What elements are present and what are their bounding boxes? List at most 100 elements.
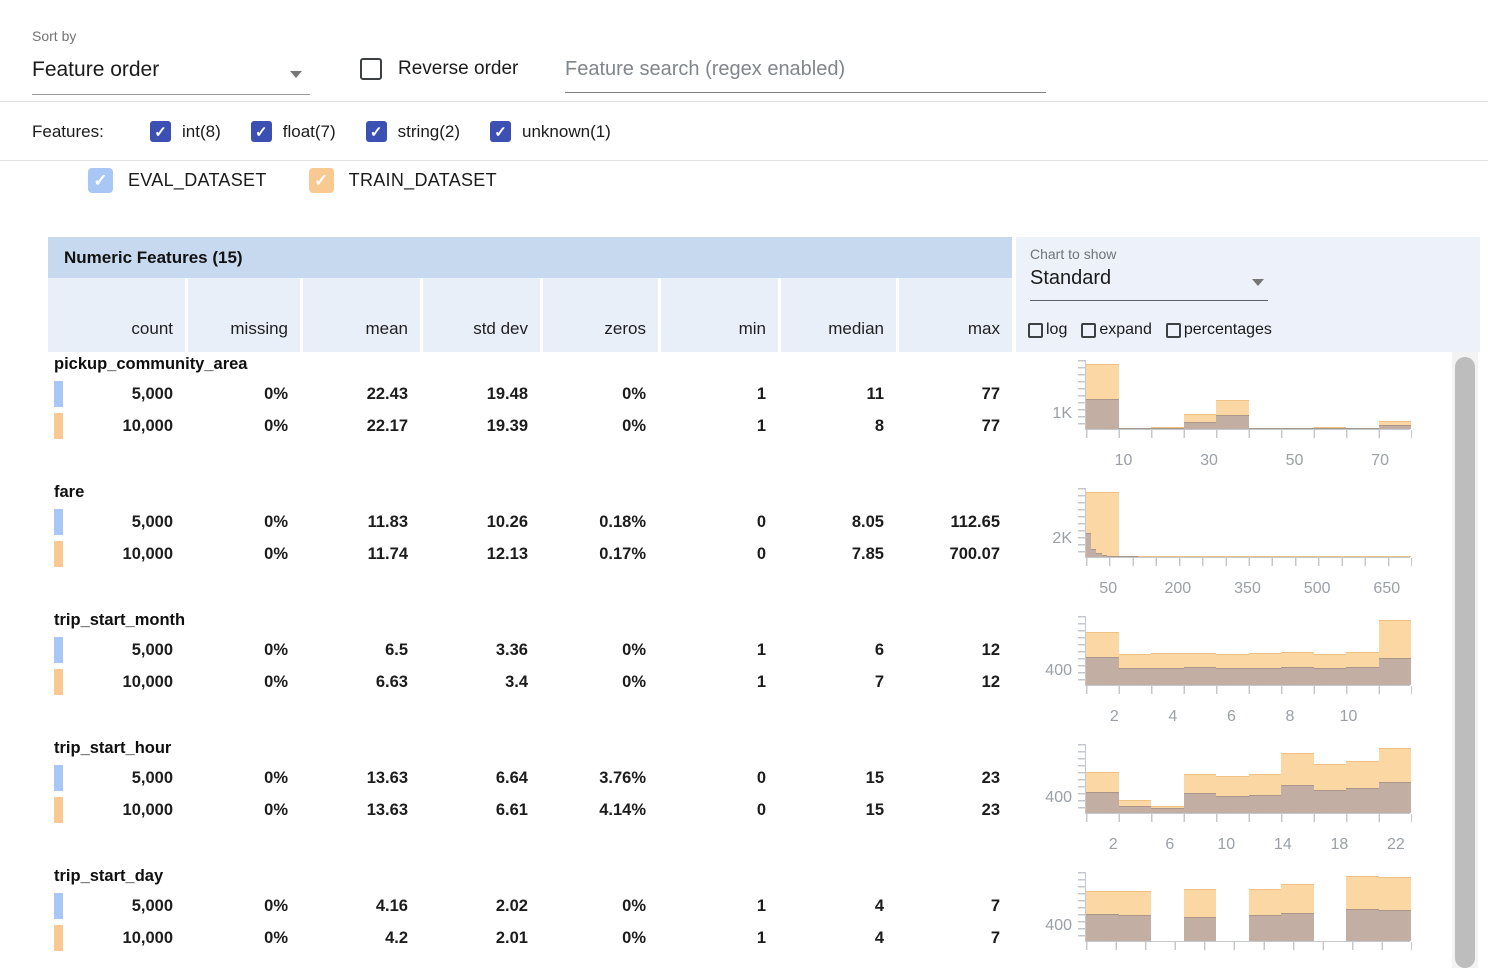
eval-bar: [1096, 553, 1102, 557]
stat-value: 7: [874, 672, 884, 691]
x-axis-label: 6: [1226, 708, 1236, 725]
eval-bar: [1313, 668, 1346, 685]
stat-value: 0%: [264, 512, 288, 531]
dataset-color-swatch: [54, 893, 63, 919]
stat-value: 11.83: [367, 512, 408, 531]
eval-bar: [1346, 667, 1379, 685]
stat-value: 7: [990, 928, 1000, 947]
x-axis-label: 500: [1303, 580, 1331, 597]
reverse-order-label: Reverse order: [398, 58, 519, 79]
chart-type-dropdown[interactable]: Standard: [1030, 265, 1268, 301]
feature-block-pickup_community_area: pickup_community_area 5,000 0% 22.43 19.48 0%…: [48, 352, 1012, 480]
stat-value: 12.13: [486, 544, 528, 563]
stat-value: 10,000: [122, 800, 173, 819]
eval-bar: [1346, 428, 1379, 429]
x-axis-ticks: [1086, 686, 1412, 694]
x-axis-label: 200: [1164, 580, 1192, 597]
x-axis-label: 14: [1273, 836, 1292, 853]
histogram-plot: 400: [1045, 616, 1412, 694]
vertical-scrollbar[interactable]: [1452, 352, 1478, 968]
eval-bar: [1281, 428, 1314, 429]
chart-option-percentages[interactable]: percentages: [1165, 321, 1272, 339]
stat-value: 4.16: [375, 896, 408, 915]
histogram-plot: 1K: [1052, 360, 1412, 438]
eval-bar: [1086, 792, 1119, 813]
checkbox-checked-icon: ✓: [308, 168, 334, 193]
feature-histograms: 1K 10 30 50 70 2K 50 200 350 500 650 400 2 4 6 8 10 400 2 6…: [1030, 352, 1430, 968]
filter-label: string(2): [397, 121, 461, 141]
x-axis-label: 50: [1099, 580, 1118, 597]
histogram-trip_start_hour: 400 2 6 10 14 18 22: [1030, 736, 1430, 864]
dataset-toggle-eval_dataset[interactable]: ✓ EVAL_DATASET: [88, 168, 267, 193]
chart-option-expand[interactable]: expand: [1081, 321, 1152, 339]
y-axis-label: 2K: [1052, 530, 1072, 548]
feature-search-input[interactable]: [565, 46, 1046, 93]
reverse-order-checkbox[interactable]: [360, 58, 382, 80]
eval-bar: [1216, 667, 1249, 685]
stat-value: 1: [756, 384, 766, 403]
stat-value: 22.17: [366, 416, 408, 435]
stat-value: 0%: [264, 672, 288, 691]
sort-order-value: Feature order: [32, 58, 160, 81]
sort-order-dropdown[interactable]: Feature order: [32, 54, 310, 95]
stat-value: 0%: [622, 896, 646, 915]
dataset-color-swatch: [54, 669, 63, 695]
scrollbar-thumb[interactable]: [1455, 357, 1475, 968]
feature-type-filter-float[interactable]: ✓ float(7): [250, 121, 336, 142]
dataset-color-swatch: [54, 637, 63, 663]
stat-value: 0.18%: [599, 512, 646, 531]
stat-value: 112.65: [950, 512, 1000, 531]
feature-block-fare: fare 5,000 0% 11.83 10.26 0.18% 0 8.05 112.65 10,…: [48, 480, 1012, 608]
x-axis-label: 22: [1386, 836, 1405, 853]
stat-value: 6.61: [495, 800, 528, 819]
feature-stats-row-train: 10,000 0% 13.63 6.61 4.14% 0 15 23: [48, 794, 1012, 826]
stat-value: 10,000: [122, 928, 173, 947]
train-bar: [1216, 556, 1249, 557]
stat-value: 0%: [264, 928, 288, 947]
dataset-toggle-train_dataset[interactable]: ✓ TRAIN_DATASET: [308, 168, 497, 193]
stat-value: 22.43: [366, 384, 408, 403]
checkbox-checked-icon: ✓: [490, 121, 512, 142]
feature-type-filter-bar: Features: ✓ int(8) ✓ float(7) ✓ string(2) ✓ unk…: [0, 102, 1488, 161]
feature-stats-row-train: 10,000 0% 22.17 19.39 0% 1 8 77: [48, 410, 1012, 442]
eval-bar: [1183, 421, 1216, 429]
y-axis-label: 400: [1045, 788, 1072, 806]
checkbox-checked-icon: ✓: [250, 121, 272, 142]
dataset-color-swatch: [54, 925, 63, 951]
stat-value: 77: [981, 384, 1000, 403]
y-axis-ticks: [1078, 616, 1086, 686]
checkbox-unchecked-icon: [1028, 322, 1043, 338]
stat-value: 1: [756, 416, 766, 435]
stat-value: 12: [981, 640, 1000, 659]
stat-value: 5,000: [131, 640, 173, 659]
column-header-count: count: [131, 319, 173, 338]
numeric-features-header: Numeric Features (15): [48, 237, 1012, 278]
checkbox-checked-icon: ✓: [150, 121, 171, 142]
stat-value: 6: [874, 640, 884, 659]
feature-stats-row-eval: 5,000 0% 11.83 10.26 0.18% 0 8.05 112.65: [48, 506, 1012, 538]
y-axis-ticks: [1078, 488, 1086, 558]
x-axis-label: 30: [1200, 452, 1218, 469]
chart-controls-panel: Chart to show Standard log expand percenta…: [1016, 237, 1480, 352]
eval-bar: [1281, 667, 1314, 685]
eval-bar: [1118, 914, 1151, 941]
stat-value: 4.14%: [599, 800, 646, 819]
eval-bar: [1117, 556, 1123, 557]
chart-option-log[interactable]: log: [1028, 321, 1067, 339]
chart-option-label: log: [1046, 321, 1068, 338]
column-header-median: median: [778, 278, 896, 352]
eval-bar: [1183, 667, 1216, 685]
feature-type-filter-string[interactable]: ✓ string(2): [365, 121, 461, 142]
feature-type-filter-int[interactable]: ✓ int(8): [150, 121, 221, 142]
x-axis-label: 650: [1373, 580, 1401, 597]
stat-value: 77: [981, 416, 1000, 435]
feature-type-filter-unknown[interactable]: ✓ unknown(1): [490, 121, 611, 142]
eval-bar: [1378, 657, 1411, 685]
x-axis-label: 6: [1165, 836, 1175, 853]
feature-stats-row-eval: 5,000 0% 6.5 3.36 0% 1 6 12: [48, 634, 1012, 666]
divider: [0, 160, 1488, 161]
histogram-trip_start_month: 400 2 4 6 8 10: [1030, 608, 1430, 736]
stat-value: 10,000: [122, 416, 173, 435]
train-bar: [1281, 556, 1314, 557]
